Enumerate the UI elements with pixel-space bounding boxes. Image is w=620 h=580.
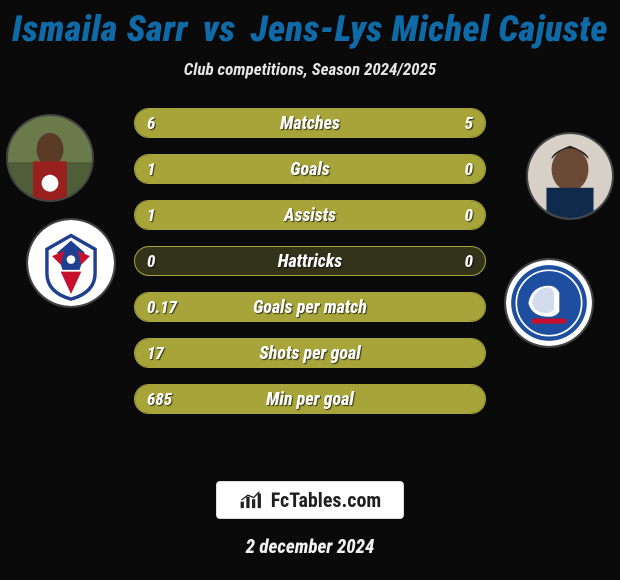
player2-photo: [526, 132, 614, 220]
stat-label: Shots per goal: [135, 339, 485, 368]
stat-label: Min per goal: [135, 385, 485, 414]
stat-label: Assists: [135, 201, 485, 230]
stats-bars: 6Matches51Goals01Assists00Hattricks00.17…: [134, 108, 486, 414]
player2-name: Jens-Lys Michel Cajuste: [250, 8, 608, 50]
footer: FcTables.com 2 december 2024: [0, 481, 620, 558]
stat-value-right: 0: [465, 247, 473, 276]
stat-label: Goals: [135, 155, 485, 184]
stat-bar: 6Matches5: [134, 108, 486, 138]
date-text: 2 december 2024: [246, 535, 375, 558]
team2-crest: [504, 258, 594, 348]
stat-value-right: 5: [465, 109, 473, 138]
stat-bar: 685Min per goal: [134, 384, 486, 414]
comparison-title: Ismaila Sarr vs Jens-Lys Michel Cajuste: [0, 0, 620, 50]
brand-logo: FcTables.com: [216, 481, 405, 519]
team1-crest: [26, 218, 116, 308]
subtitle: Club competitions, Season 2024/2025: [0, 60, 620, 80]
comparison-body: 6Matches51Goals01Assists00Hattricks00.17…: [0, 108, 620, 438]
bar-chart-icon: [239, 490, 265, 510]
stat-value-right: 0: [465, 201, 473, 230]
stat-bar: 0.17Goals per match: [134, 292, 486, 322]
stat-bar: 1Assists0: [134, 200, 486, 230]
stat-bar: 1Goals0: [134, 154, 486, 184]
brand-text: FcTables.com: [271, 488, 382, 512]
stat-bar: 0Hattricks0: [134, 246, 486, 276]
vs-text: vs: [203, 8, 236, 50]
stat-label: Hattricks: [135, 247, 485, 276]
stat-label: Matches: [135, 109, 485, 138]
stat-bar: 17Shots per goal: [134, 338, 486, 368]
stat-label: Goals per match: [135, 293, 485, 322]
player1-name: Ismaila Sarr: [12, 8, 188, 50]
stat-value-right: 0: [465, 155, 473, 184]
player1-photo: [6, 114, 94, 202]
